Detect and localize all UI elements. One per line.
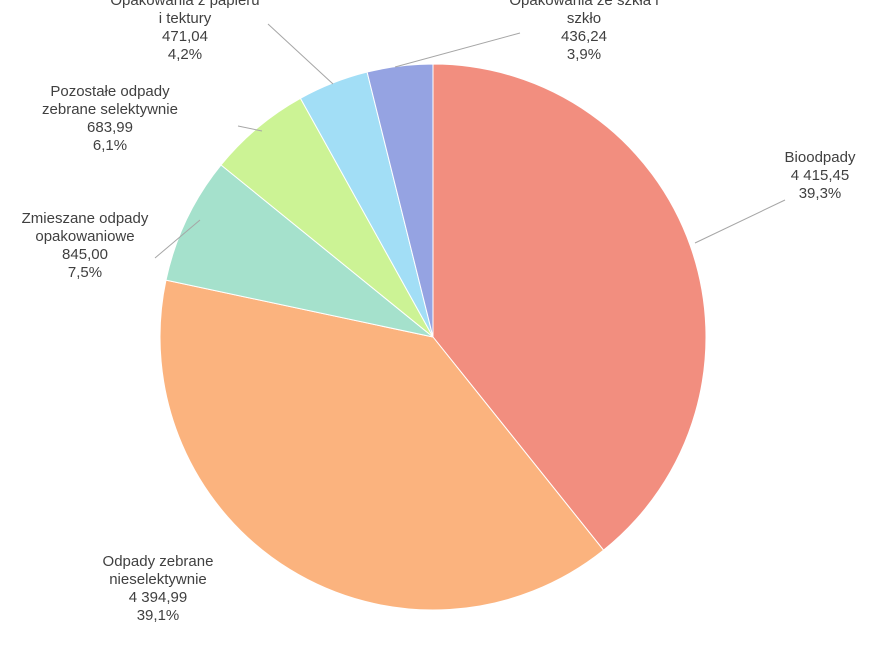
slice-name: szkło <box>567 10 601 27</box>
slice-label: Bioodpady 4 415,45 39,3% <box>785 149 856 202</box>
slice-name: Opakowania z papieru <box>110 0 259 9</box>
slice-name: Opakowania ze szkła i <box>509 0 658 9</box>
slice-name: Zmieszane odpady <box>22 210 149 227</box>
slice-name: opakowaniowe <box>35 228 134 245</box>
slice-name: nieselektywnie <box>109 571 207 588</box>
slice-label: Pozostałe odpady zebrane selektywnie 683,9… <box>42 83 178 154</box>
slice-percent: 6,1% <box>93 137 127 154</box>
slice-percent: 4,2% <box>168 46 202 63</box>
leader-lines <box>154 23 786 259</box>
leader-line <box>237 125 263 132</box>
slice-value: 4 394,99 <box>129 589 187 606</box>
slice-percent: 7,5% <box>68 264 102 281</box>
pie-slice <box>165 164 434 338</box>
slice-value: 845,00 <box>62 246 108 263</box>
slice-percent: 39,1% <box>137 607 180 624</box>
slice-percent: 39,3% <box>799 185 842 202</box>
slice-value: 436,24 <box>561 28 607 45</box>
slice-label: Zmieszane odpady opakowaniowe 845,00 7,5% <box>22 210 149 281</box>
slice-value: 683,99 <box>87 119 133 136</box>
leader-line <box>394 32 521 68</box>
slice-name: Pozostałe odpady <box>50 83 170 100</box>
slice-value: 4 415,45 <box>791 167 849 184</box>
slice-value: 471,04 <box>162 28 208 45</box>
slice-label: Odpady zebrane nieselektywnie 4 394,99 39,1… <box>103 553 214 624</box>
slice-labels: Bioodpady 4 415,45 39,3% Odpady zebrane nies… <box>22 0 856 624</box>
slice-name: i tektury <box>159 10 212 27</box>
slice-name: zebrane selektywnie <box>42 101 178 118</box>
leader-line <box>154 219 201 259</box>
slice-percent: 3,9% <box>567 46 601 63</box>
leader-line <box>694 199 786 244</box>
slice-name: Odpady zebrane <box>103 553 214 570</box>
pie-slice <box>432 63 707 551</box>
pie-slices <box>159 63 707 611</box>
slice-label: Opakowania z papieru i tektury 471,04 4,2% <box>110 0 259 63</box>
slice-label: Opakowania ze szkła i szkło 436,24 3,9% <box>509 0 658 63</box>
slice-name: Bioodpady <box>785 149 856 166</box>
pie-slice <box>159 279 605 611</box>
leader-line <box>267 23 334 85</box>
